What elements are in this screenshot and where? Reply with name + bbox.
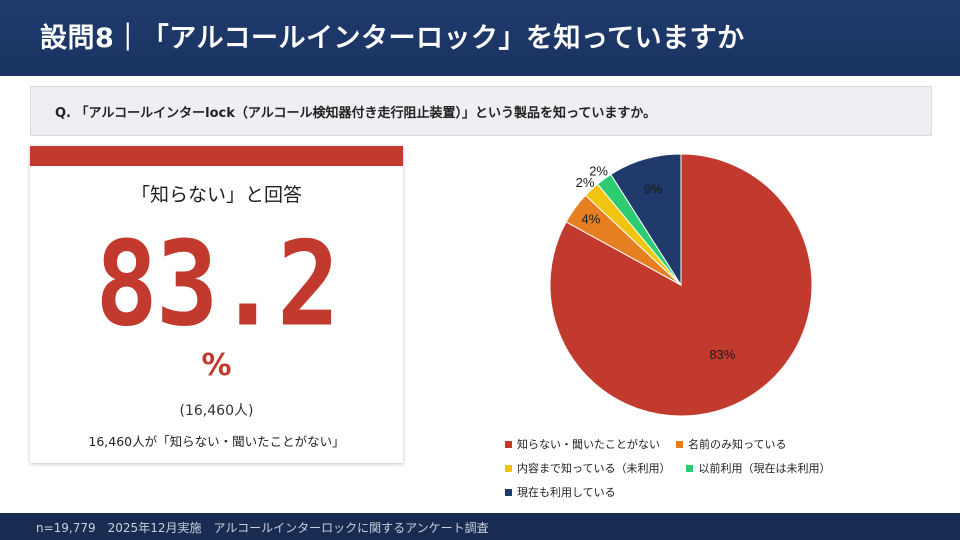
pie-chart: 83% 4% 2%2% 9% [549, 153, 813, 417]
legend-label: 現在も利用している [517, 486, 616, 499]
footer-text: n=19,779 2025年12月実施 アルコールインターロックに関するアンケー… [36, 521, 489, 535]
highlight-card: 「知らない」と回答 83.2 % (16,460人) 16,460人が「知らない… [30, 146, 403, 463]
footer-bar: n=19,779 2025年12月実施 アルコールインターロックに関するアンケー… [0, 513, 960, 540]
pie-slice-label-4: 2% [589, 164, 608, 179]
card-accent-bar [30, 146, 403, 166]
legend-label: 内容まで知っている（未利用） [517, 462, 671, 475]
pie-slice-label-1: 83% [709, 347, 735, 362]
legend-label: 知らない・聞いたことがない [517, 438, 660, 451]
legend-label: 以前利用（現在は未利用） [698, 462, 831, 475]
highlight-label: 「知らない」と回答 [130, 184, 302, 206]
legend-swatch [676, 440, 683, 448]
highlight-note: 16,460人が「知らない・聞いたことがない」 [88, 434, 345, 449]
legend-row: 内容まで知っている（未利用） 以前利用（現在は未利用） [505, 456, 945, 480]
legend-swatch [505, 488, 512, 496]
legend-label: 名前のみ知っている [688, 438, 787, 451]
pie-slice-5 [610, 153, 682, 287]
pie-slice-label-5: 9% [644, 181, 663, 196]
legend-swatch [505, 464, 512, 472]
header-bar: 設問8｜「アルコールインターロック」を知っていますか [0, 0, 960, 76]
legend-swatch [686, 464, 694, 472]
pie-slice-label-2: 4% [582, 212, 601, 227]
legend-item: 以前利用（現在は未利用） [686, 460, 830, 476]
page-title: 設問8｜「アルコールインターロック」を知っていますか [40, 23, 745, 54]
legend-item: 知らない・聞いたことがない [505, 436, 660, 452]
legend-item: 現在も利用している [505, 484, 616, 500]
legend-item: 内容まで知っている（未利用） [505, 460, 670, 476]
legend-swatch [505, 440, 512, 448]
question-text: Q. 「アルコールインターlock（アルコール検知器付き走行阻止装置）」という製… [55, 106, 657, 121]
legend-item: 名前のみ知っている [676, 436, 786, 452]
question-box: Q. 「アルコールインターlock（アルコール検知器付き走行阻止装置）」という製… [30, 86, 932, 136]
legend-row: 知らない・聞いたことがない 名前のみ知っている [505, 432, 945, 456]
pie-slice-label-3: 2% [576, 175, 595, 190]
legend-row: 現在も利用している [505, 480, 945, 504]
highlight-count: (16,460人) [179, 403, 254, 419]
highlight-unit: % [201, 348, 232, 383]
highlight-value: 83.2 [95, 216, 339, 353]
chart-legend: 知らない・聞いたことがない 名前のみ知っている内容まで知っている（未利用） 以前利用… [505, 432, 945, 504]
pie-slice-1 [549, 153, 813, 417]
